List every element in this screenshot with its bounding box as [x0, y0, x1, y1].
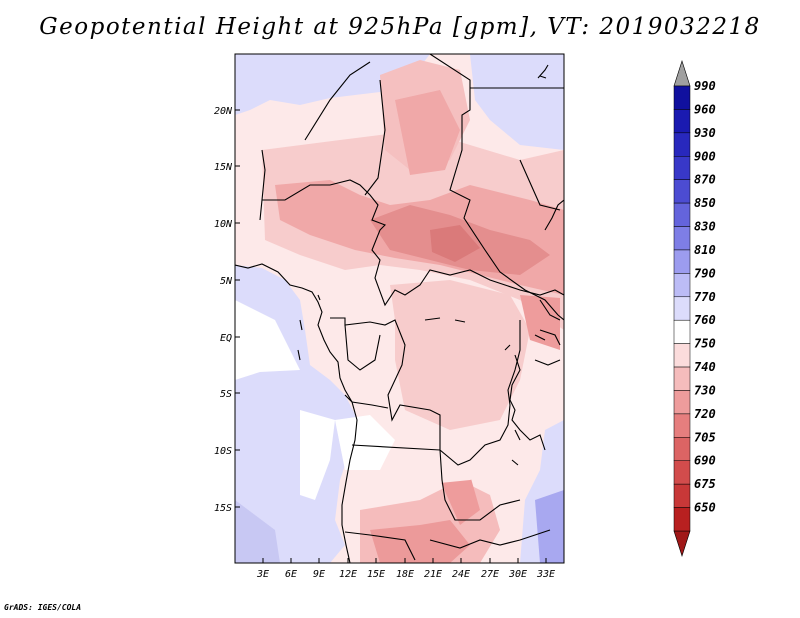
colorbar-label-810: 810: [694, 243, 716, 257]
coastline-west-africa: [235, 263, 358, 563]
grads-credit: GrADS: IGES/COLA: [4, 603, 82, 612]
lon-label-27e: 27E: [481, 569, 499, 580]
colorbar-label-750: 750: [694, 337, 716, 351]
colorbar-swatch-960: [673, 109, 691, 134]
lon-label-33e: 33E: [536, 569, 555, 580]
height-field: [235, 54, 564, 563]
colorbar-swatch-690: [673, 460, 691, 485]
colorbar-swatch-850: [673, 202, 691, 227]
contour-730-lakes: [520, 295, 560, 350]
contour-730-zambia: [440, 475, 480, 525]
colorbar-label-675: 675: [694, 477, 716, 491]
lat-label-10n: 10N: [214, 219, 233, 230]
colorbar-swatch-790: [673, 273, 691, 298]
colorbar-label-740: 740: [694, 360, 716, 374]
colorbar-swatch-830: [673, 226, 691, 251]
contour-730-north: [395, 90, 460, 175]
map-title: Geopotential Height at 925hPa [gpm], VT:…: [39, 14, 761, 40]
lon-label-12e: 12E: [339, 569, 357, 580]
longitude-axis: 3E 6E 9E 12E 15E 18E 21E 24E 27E 30E 33E: [256, 558, 555, 580]
lat-label-20n: 20N: [214, 106, 233, 117]
colorbar-label-990: 990: [694, 79, 716, 93]
lat-label-5s: 5S: [220, 389, 232, 400]
colorbar-labels: 990 960 930 900 870 850 830 810 790 770 760 750 740 7…: [694, 79, 716, 515]
colorbar-swatch-990: [673, 85, 691, 110]
colorbar-label-720: 720: [694, 407, 716, 421]
colorbar-label-930: 930: [694, 126, 716, 140]
contour-ocean-white: [300, 410, 335, 500]
colorbar-swatch-900: [673, 156, 691, 180]
red-sea-coast: [537, 64, 549, 79]
colorbar-top-arrow: [673, 60, 691, 87]
lon-label-24e: 24E: [452, 569, 470, 580]
contour-760-coast: [335, 415, 395, 470]
colorbar-label-760: 760: [694, 313, 716, 327]
lat-label-10s: 10S: [214, 446, 232, 457]
colorbar-swatch-740: [673, 366, 691, 391]
contour-north-lavender: [235, 54, 430, 115]
colorbar-label-900: 900: [694, 149, 716, 163]
contour-southeast-blue: [535, 490, 564, 563]
colorbar-label-730: 730: [694, 383, 716, 397]
lat-label-15n: 15N: [214, 162, 233, 173]
colorbar-swatch-705: [673, 437, 691, 461]
latitude-axis: 20N 15N 10N 5N EQ 5S 10S 15S: [214, 106, 240, 514]
lon-label-21e: 21E: [424, 569, 442, 580]
contour-730-south: [370, 520, 470, 563]
lon-label-3e: 3E: [256, 569, 269, 580]
colorbar-label-960: 960: [694, 102, 716, 116]
contour-750-angola: [400, 440, 500, 485]
border-sudan-chad: [364, 54, 564, 321]
lon-label-6e: 6E: [285, 569, 297, 580]
contour-gulf-white: [235, 300, 300, 380]
lon-label-9e: 9E: [313, 569, 325, 580]
contour-740-congo: [390, 280, 530, 430]
colorbar: 990 960 930 900 870 850 830 810 790 770 760 750 740 7…: [673, 60, 716, 557]
border-angola-zambia: [351, 444, 521, 521]
lat-label-5n: 5N: [220, 276, 233, 287]
border-gabon: [344, 324, 389, 409]
colorbar-swatch-770: [673, 296, 691, 321]
contour-northeast-lavender: [470, 54, 564, 150]
border-east-africa: [534, 299, 561, 366]
colorbar-label-770: 770: [694, 290, 716, 304]
border-egypt-sudan: [470, 87, 564, 211]
colorbar-label-650: 650: [694, 501, 716, 515]
border-congo: [330, 317, 521, 466]
colorbar-swatch-870: [673, 179, 691, 204]
contour-southwest-lavender: [235, 500, 280, 563]
lat-label-15s: 15S: [214, 503, 232, 514]
lon-label-30e: 30E: [508, 569, 527, 580]
colorbar-label-690: 690: [694, 454, 716, 468]
colorbar-label-790: 790: [694, 266, 716, 280]
map-frame: [234, 53, 565, 564]
colorbar-swatch-650: [673, 507, 691, 532]
border-sahel: [259, 61, 564, 307]
lon-label-15e: 15E: [367, 569, 385, 580]
colorbar-label-830: 830: [694, 220, 716, 234]
border-namibia: [344, 529, 551, 561]
border-ethiopia: [544, 199, 564, 231]
colorbar-swatch-720: [673, 413, 691, 438]
lakes-rivers: [297, 294, 546, 466]
lat-label-eq: EQ: [220, 333, 232, 344]
lon-label-18e: 18E: [396, 569, 414, 580]
contour-720-core: [430, 225, 480, 262]
coastlines-borders: [235, 54, 564, 563]
colorbar-label-850: 850: [694, 196, 716, 210]
colorbar-swatch-750: [673, 343, 691, 368]
colorbar-label-705: 705: [694, 430, 716, 444]
lake-tanganyika: [509, 354, 546, 451]
colorbar-swatch-760: [673, 319, 691, 344]
colorbar-bottom-arrow: [673, 530, 691, 557]
colorbar-swatch-930: [673, 132, 691, 157]
colorbar-swatches: [673, 85, 691, 532]
colorbar-swatch-730: [673, 390, 691, 415]
colorbar-label-870: 870: [694, 173, 716, 187]
colorbar-swatch-810: [673, 249, 691, 274]
colorbar-swatch-675: [673, 483, 691, 508]
